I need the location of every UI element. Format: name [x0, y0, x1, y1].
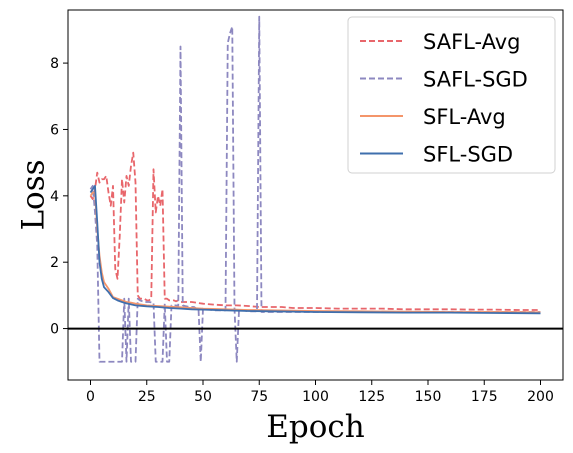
- x-tick-label: 25: [138, 389, 156, 405]
- y-tick-label: 6: [50, 122, 59, 138]
- legend-box: [347, 16, 556, 174]
- x-tick-label: 50: [194, 389, 212, 405]
- x-tick-label: 125: [358, 389, 385, 405]
- legend: SAFL-Avg SAFL-SGD SFL-Avg SFL-SGD: [347, 16, 556, 174]
- y-tick-label: 4: [50, 189, 59, 205]
- series-line-safl-avg: [89, 151, 541, 311]
- x-tick-label: 175: [471, 389, 498, 405]
- legend-label-safl-sgd: SAFL-SGD: [423, 68, 528, 92]
- legend-label-safl-avg: SAFL-Avg: [423, 30, 521, 54]
- x-axis-title: Epoch: [266, 409, 364, 445]
- legend-label-sfl-avg: SFL-Avg: [423, 105, 506, 129]
- y-tick-label: 0: [50, 322, 59, 338]
- y-axis-ticks: 0 2 4 6 8: [50, 56, 68, 338]
- series-line-sfl-sgd: [89, 184, 541, 315]
- legend-label-sfl-sgd: SFL-SGD: [423, 143, 513, 167]
- x-tick-label: 0: [86, 389, 95, 405]
- x-tick-label: 75: [250, 389, 268, 405]
- x-tick-label: 100: [302, 389, 329, 405]
- x-tick-label: 200: [527, 389, 554, 405]
- y-tick-label: 8: [50, 56, 59, 72]
- y-axis-title: Loss: [16, 159, 52, 230]
- x-axis-ticks: 0 25 50 75 100 125 150 175 200: [86, 380, 554, 405]
- x-tick-label: 150: [415, 389, 442, 405]
- series-line-sfl-avg: [89, 191, 541, 314]
- series-line-safl-sgd: [89, 15, 541, 363]
- plot-lines: [89, 15, 541, 363]
- y-tick-label: 2: [50, 255, 59, 271]
